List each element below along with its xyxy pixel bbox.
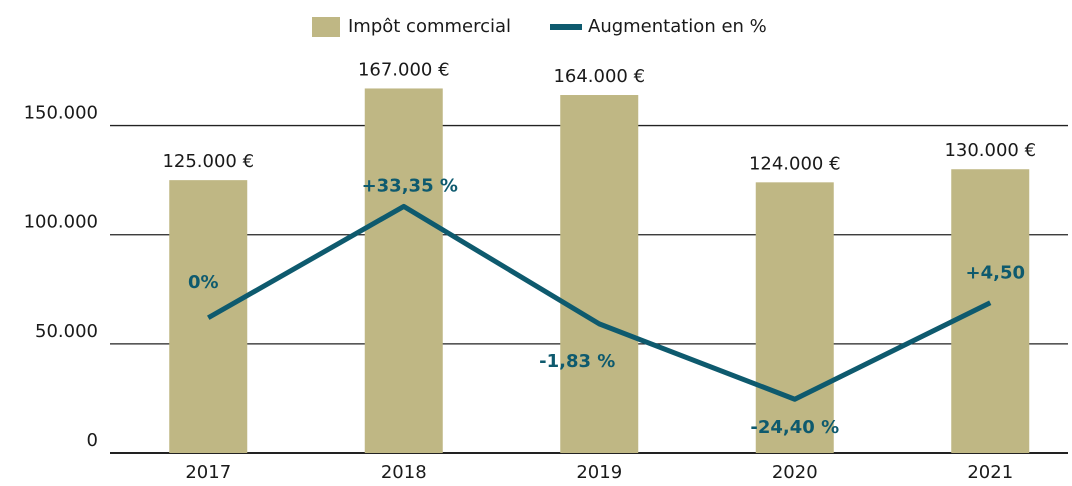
- legend-swatch: [550, 24, 582, 30]
- legend-label: Augmentation en %: [588, 16, 767, 37]
- y-tick-label: 0: [87, 430, 98, 451]
- y-tick-label: 50.000: [35, 321, 98, 342]
- bar-value-label: 125.000 €: [162, 151, 254, 172]
- x-tick-label: 2017: [185, 462, 231, 483]
- line-value-label: -24,40 %: [750, 417, 839, 438]
- x-tick-label: 2019: [576, 462, 622, 483]
- bar: [364, 88, 443, 453]
- legend-swatch: [312, 17, 340, 37]
- x-tick-label: 2018: [381, 462, 427, 483]
- y-tick-label: 100.000: [24, 212, 98, 233]
- legend-label: Impôt commercial: [348, 16, 511, 37]
- line-value-label: 0%: [188, 272, 219, 293]
- y-tick-label: 150.000: [24, 103, 98, 124]
- x-tick-label: 2021: [967, 462, 1013, 483]
- bar-value-label: 124.000 €: [749, 153, 841, 174]
- bar-value-label: 130.000 €: [944, 140, 1036, 161]
- bar-value-label: 167.000 €: [358, 59, 450, 80]
- line-value-label: +33,35 %: [362, 175, 458, 196]
- x-tick-label: 2020: [772, 462, 818, 483]
- line: [207, 203, 992, 402]
- line-value-label: +4,50: [966, 263, 1026, 284]
- bar-value-label: 164.000 €: [553, 66, 645, 87]
- bar: [755, 182, 834, 453]
- line-value-label: -1,83 %: [539, 351, 615, 372]
- bar: [560, 95, 639, 454]
- bar: [951, 169, 1030, 453]
